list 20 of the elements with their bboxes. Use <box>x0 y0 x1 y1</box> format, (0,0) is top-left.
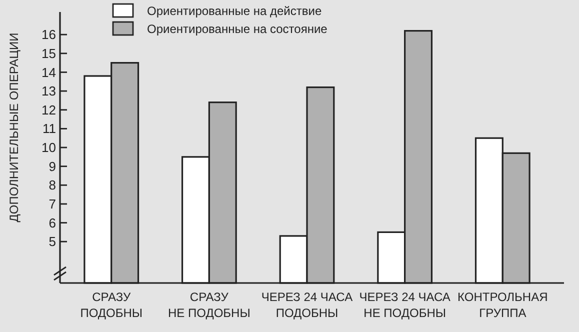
y-axis-title: ДОПОЛНИТЕЛЬНЫЕ ОПЕРАЦИИ <box>7 32 21 222</box>
y-tick-label: 15 <box>42 46 56 61</box>
legend-label: Ориентированные на действие <box>147 4 322 18</box>
legend-label: Ориентированные на состояние <box>147 22 328 36</box>
x-tick-label: ЧЕРЕЗ 24 ЧАСА НЕ ПОДОБНЫ <box>359 290 450 320</box>
y-tick-label: 16 <box>42 27 56 42</box>
x-tick-label: СРАЗУ НЕ ПОДОБНЫ <box>168 290 250 320</box>
y-tick-label: 12 <box>42 102 56 118</box>
x-tick-label: ЧЕРЕЗ 24 ЧАСА ПОДОБНЫ <box>261 290 353 320</box>
y-tick-label: 14 <box>42 64 56 80</box>
x-tick-label: СРАЗУ ПОДОБНЫ <box>80 290 143 320</box>
y-tick-label: 6 <box>48 215 56 230</box>
y-tick-label: 8 <box>48 178 56 193</box>
x-tick-label: КОНТРОЛЬНАЯ ГРУППА <box>458 290 548 320</box>
y-tick-label: 13 <box>42 84 56 99</box>
y-tick-label: 9 <box>48 158 56 174</box>
y-tick-label: 7 <box>48 196 56 212</box>
y-tick-label: 11 <box>42 121 56 136</box>
y-tick-label: 5 <box>48 234 56 250</box>
y-tick-label: 10 <box>42 140 56 156</box>
